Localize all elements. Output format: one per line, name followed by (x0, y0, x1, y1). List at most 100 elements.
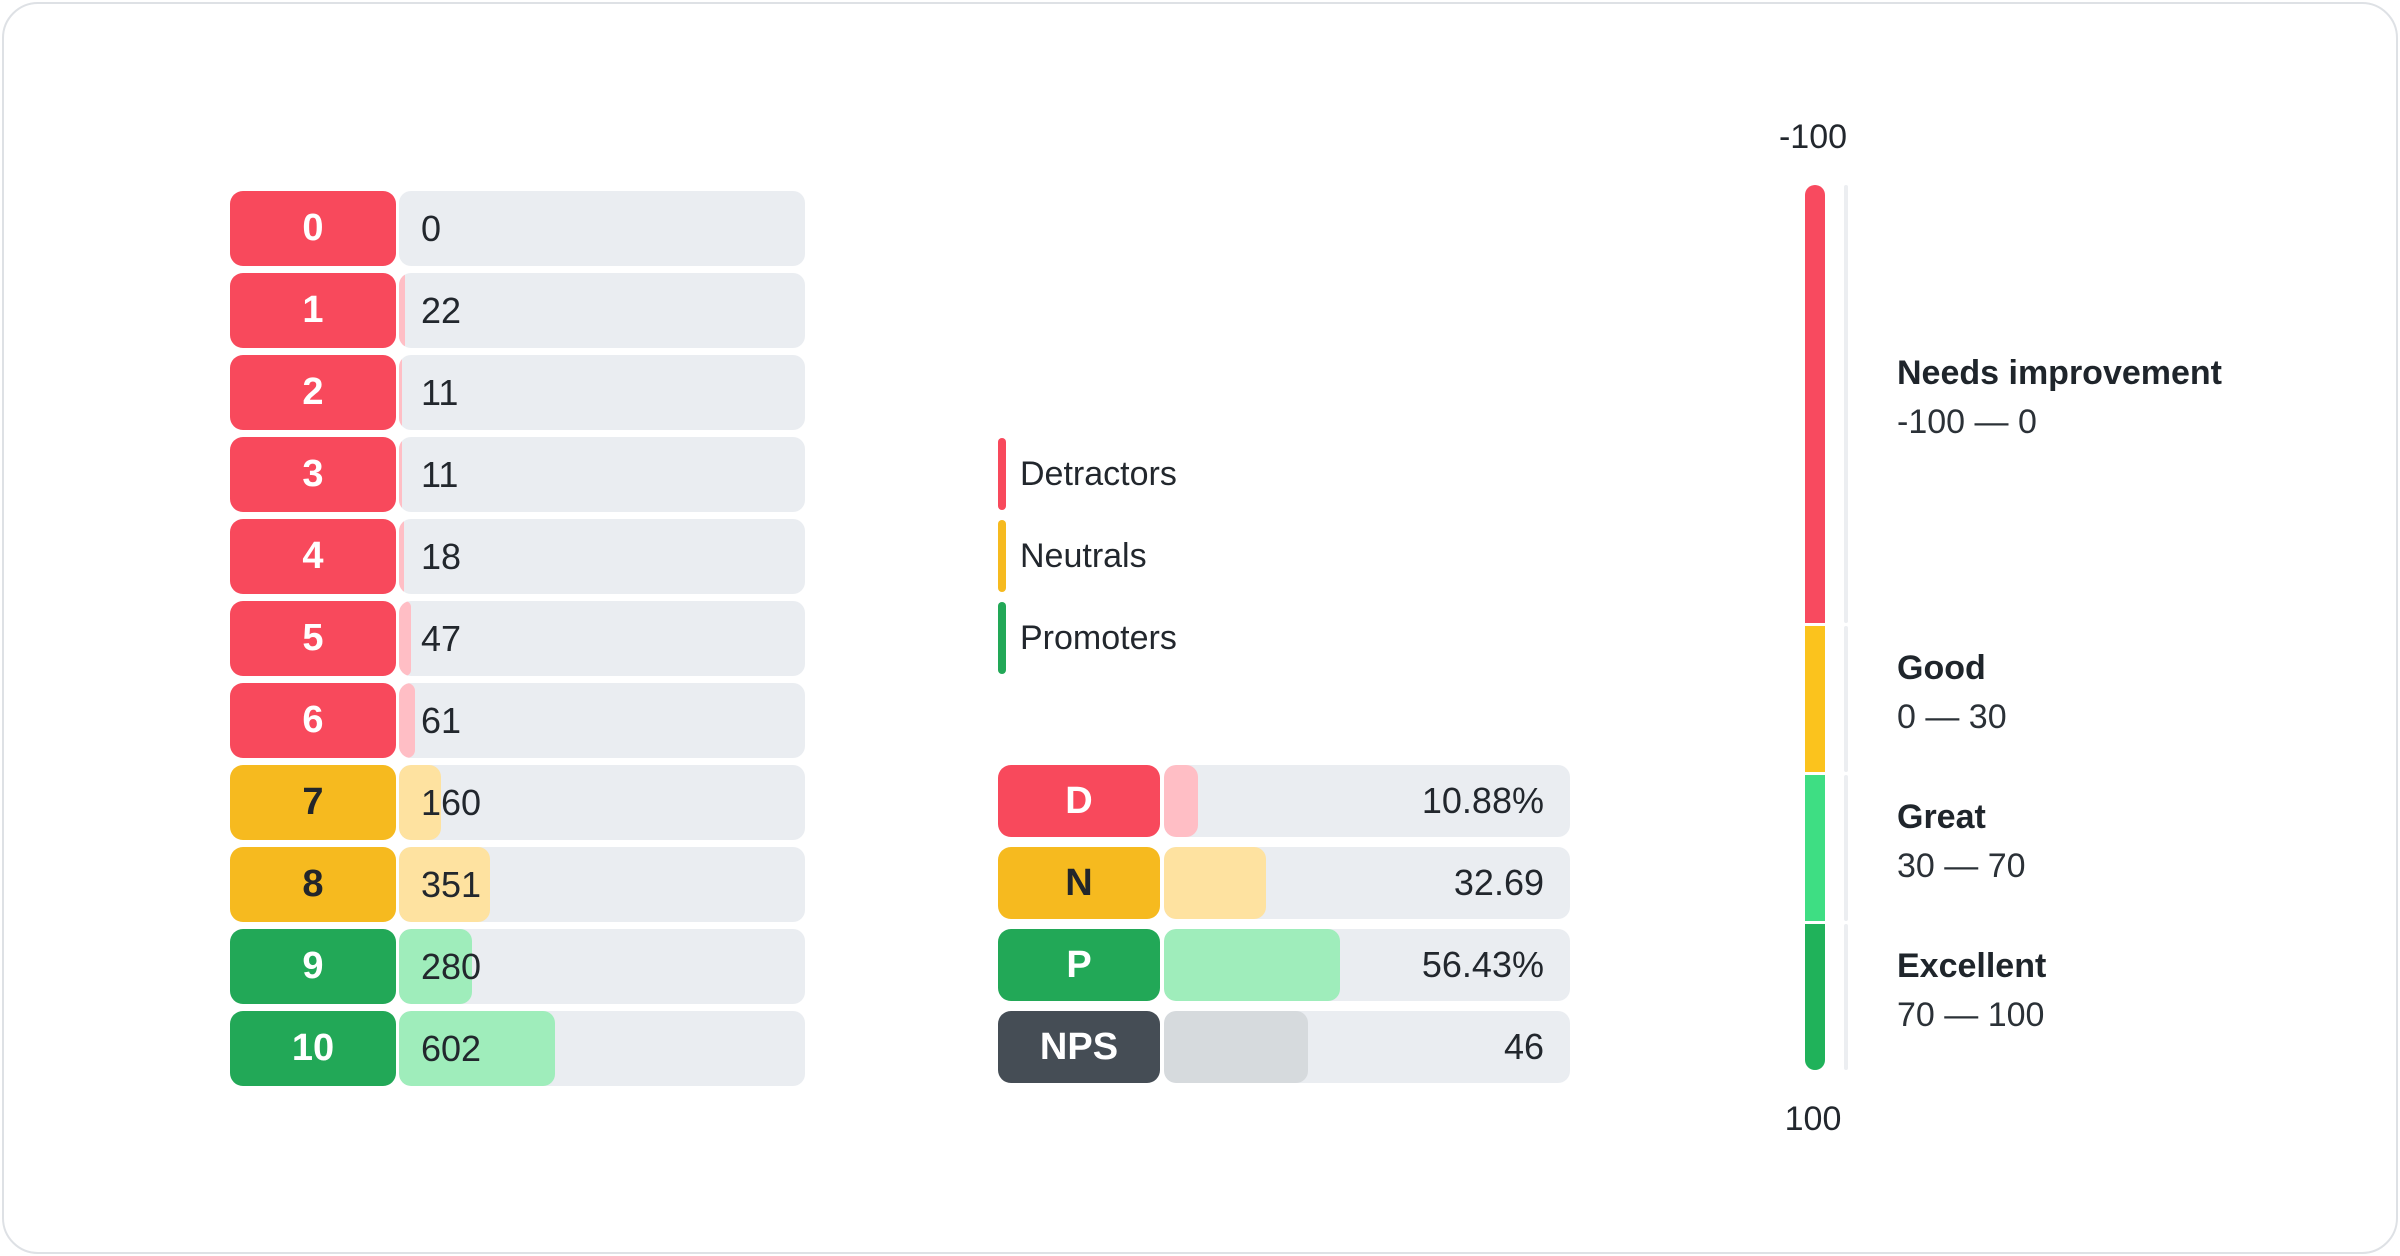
score-bar-fill (399, 683, 415, 758)
nps-gauge-bar (1805, 185, 1825, 1070)
score-bar-value: 0 (421, 207, 442, 249)
summary-category-label: NPS (998, 1011, 1160, 1083)
gauge-min-label: -100 (1778, 118, 1848, 156)
score-category-label: 1 (230, 273, 396, 348)
summary-row-d[interactable]: D 10.88% (998, 765, 1570, 837)
score-category-label: 2 (230, 355, 396, 430)
summary-category-label: N (998, 847, 1160, 919)
summary-bar-value: 56.43% (1421, 944, 1544, 985)
gauge-zone-title: Great (1897, 798, 1986, 836)
score-bar-value: 160 (421, 781, 482, 823)
summary-row-p[interactable]: P 56.43% (998, 929, 1570, 1001)
summary-bar-track: 46 (1164, 1011, 1570, 1083)
gauge-zone-label-3: Great 30 — 70 (1897, 798, 2026, 886)
summary-bar-value: 10.88% (1421, 780, 1544, 821)
score-bar-fill (399, 929, 472, 1004)
score-bar-value: 22 (421, 289, 462, 331)
summary-bar-track: 32.69 (1164, 847, 1570, 919)
score-bar-value: 11 (421, 371, 459, 413)
score-bar-fill (399, 847, 491, 922)
legend-color-tick (998, 520, 1006, 592)
score-bar-track: 22 (399, 273, 805, 348)
gauge-axis-segment-4 (1844, 924, 1848, 1070)
score-row-6[interactable]: 6 61 (230, 683, 805, 758)
legend-item-detractor[interactable]: Detractors (998, 438, 1177, 510)
gauge-zone-segment-2 (1805, 626, 1825, 772)
score-category-label: 0 (230, 191, 396, 266)
score-row-2[interactable]: 2 11 (230, 355, 805, 430)
score-bar-track: 0 (399, 191, 805, 266)
score-bar-track: 18 (399, 519, 805, 594)
gauge-zone-range: -100 — 0 (1897, 403, 2037, 441)
legend-item-promoter[interactable]: Promoters (998, 602, 1177, 674)
legend-color-tick (998, 438, 1006, 510)
score-category-label: 3 (230, 437, 396, 512)
score-row-7[interactable]: 7 160 (230, 765, 805, 840)
summary-category-label: P (998, 929, 1160, 1001)
score-row-4[interactable]: 4 18 (230, 519, 805, 594)
score-bar-track: 11 (399, 355, 805, 430)
score-row-9[interactable]: 9 280 (230, 929, 805, 1004)
gauge-zone-range: 70 — 100 (1897, 996, 2045, 1034)
gauge-axis-segment-2 (1844, 626, 1848, 772)
score-category-label: 7 (230, 765, 396, 840)
score-row-3[interactable]: 3 11 (230, 437, 805, 512)
score-bar-fill (399, 1011, 556, 1086)
score-category-label: 8 (230, 847, 396, 922)
score-row-1[interactable]: 1 22 (230, 273, 805, 348)
score-row-10[interactable]: 10 602 (230, 1011, 805, 1086)
summary-row-nps[interactable]: NPS 46 (998, 1011, 1570, 1083)
summary-bar-track: 10.88% (1164, 765, 1570, 837)
gauge-zone-label-2: Good 0 — 30 (1897, 649, 2007, 737)
score-bar-value: 280 (421, 945, 482, 987)
score-bar-fill (399, 437, 402, 512)
score-bar-fill (399, 355, 402, 430)
summary-category-label: D (998, 765, 1160, 837)
score-row-8[interactable]: 8 351 (230, 847, 805, 922)
gauge-axis-segment-1 (1844, 185, 1848, 623)
summary-bar-fill (1164, 847, 1267, 919)
legend-color-tick (998, 602, 1006, 674)
score-bar-value: 602 (421, 1027, 482, 1069)
score-bar-fill (399, 601, 412, 676)
score-category-label: 6 (230, 683, 396, 758)
summary-bar-fill (1164, 765, 1198, 837)
legend-label: Neutrals (1020, 536, 1147, 575)
score-bar-track: 160 (399, 765, 805, 840)
score-bar-value: 11 (421, 453, 459, 495)
score-category-label: 5 (230, 601, 396, 676)
legend-item-neutral[interactable]: Neutrals (998, 520, 1177, 592)
gauge-zone-title: Excellent (1897, 947, 2047, 985)
score-bar-track: 602 (399, 1011, 805, 1086)
legend-label: Promoters (1020, 618, 1177, 657)
score-category-label: 10 (230, 1011, 396, 1086)
legend-label: Detractors (1020, 454, 1177, 493)
gauge-zone-label-1: Needs improvement -100 — 0 (1897, 354, 2222, 442)
score-distribution-chart: 0 0 1 22 2 11 3 11 4 18 5 47 6 61 7 160 8 351 9 280 10 602 (230, 191, 805, 1086)
score-bar-value: 351 (421, 863, 482, 905)
score-bar-track: 61 (399, 683, 805, 758)
legend: Detractors Neutrals Promoters (998, 438, 1177, 674)
gauge-zone-label-4: Excellent 70 — 100 (1897, 947, 2046, 1035)
score-bar-value: 47 (421, 617, 462, 659)
summary-bar-value: 32.69 (1453, 862, 1544, 903)
summary-bar-track: 56.43% (1164, 929, 1570, 1001)
gauge-zone-range: 30 — 70 (1897, 847, 2026, 885)
score-bar-track: 280 (399, 929, 805, 1004)
gauge-max-label: 100 (1784, 1100, 1842, 1138)
gauge-zone-segment-3 (1805, 775, 1825, 921)
score-bar-track: 47 (399, 601, 805, 676)
summary-bar-fill (1164, 929, 1341, 1001)
score-bar-track: 11 (399, 437, 805, 512)
gauge-zone-segment-1 (1805, 185, 1825, 623)
nps-gauge-axis-line (1844, 185, 1848, 1070)
score-row-5[interactable]: 5 47 (230, 601, 805, 676)
summary-row-n[interactable]: N 32.69 (998, 847, 1570, 919)
gauge-zone-range: 0 — 30 (1897, 698, 2007, 736)
score-bar-value: 61 (421, 699, 462, 741)
gauge-zone-title: Needs improvement (1897, 354, 2222, 392)
score-category-label: 4 (230, 519, 396, 594)
gauge-axis-segment-3 (1844, 775, 1848, 921)
